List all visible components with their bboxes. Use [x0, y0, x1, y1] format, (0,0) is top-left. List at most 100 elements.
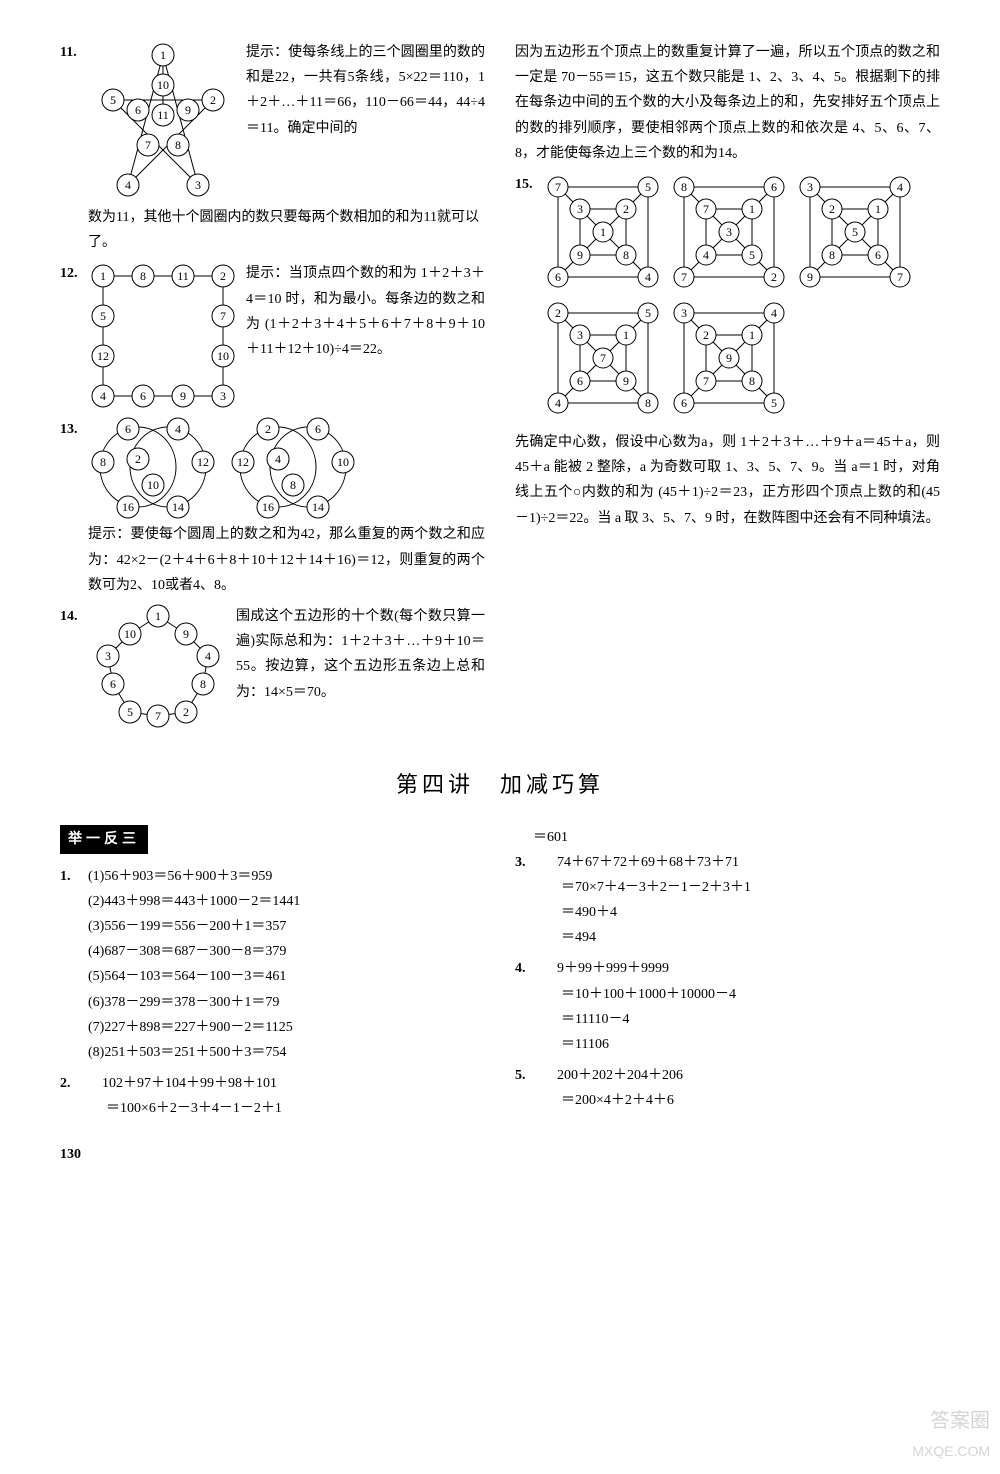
- svg-text:3: 3: [220, 389, 226, 403]
- svg-text:1: 1: [600, 225, 606, 239]
- svg-text:7: 7: [703, 374, 709, 388]
- calc-line: (2)443＋998＝443＋1000－2＝1441: [88, 889, 485, 914]
- svg-text:8: 8: [175, 138, 181, 152]
- svg-text:4: 4: [175, 422, 181, 436]
- svg-text:1: 1: [875, 202, 881, 216]
- svg-text:4: 4: [555, 396, 561, 410]
- svg-text:6: 6: [315, 422, 321, 436]
- q14-side: 围成这个五边形的十个数(每个数只算一遍)实际总和为：1＋2＋3＋…＋9＋10＝5…: [236, 604, 485, 705]
- q15-grid: 349721865: [795, 172, 915, 292]
- q14: 14. 11093468572 围成这个五边形的十个数(每个数只算一遍)实际总和…: [60, 604, 485, 729]
- svg-text:3: 3: [577, 202, 583, 216]
- q15-grid: 346521789: [669, 298, 789, 418]
- q13-rest: 提示：要使每个圆周上的数之和为42，那么重复的两个数之和应为：42×2－(2＋4…: [88, 522, 485, 598]
- left-column: 11. 1105611927843 提示：使每条线上的三个圆圈里的数的和是22，…: [60, 40, 485, 735]
- svg-text:1: 1: [623, 328, 629, 342]
- page-number: 130: [60, 1142, 485, 1167]
- svg-text:14: 14: [172, 500, 184, 514]
- svg-text:1: 1: [749, 202, 755, 216]
- svg-text:2: 2: [183, 705, 189, 719]
- p2: 2. 102＋97＋104＋99＋98＋101 ＝100×6＋2－3＋4－1－2…: [60, 1071, 485, 1121]
- q13-d2: 261241081614: [228, 417, 358, 522]
- svg-text:10: 10: [124, 627, 136, 641]
- svg-text:6: 6: [110, 677, 116, 691]
- calc-line: ＝11110－4: [561, 1007, 940, 1032]
- svg-text:2: 2: [220, 269, 226, 283]
- q12-num: 12.: [60, 261, 88, 411]
- svg-text:5: 5: [852, 225, 858, 239]
- svg-text:10: 10: [147, 478, 159, 492]
- q12: 12. 181125712104693 提示：当顶点四个数的和为 1＋2＋3＋4…: [60, 261, 485, 411]
- calc-line: (5)564－103＝564－100－3＝461: [88, 964, 485, 989]
- svg-text:9: 9: [183, 627, 189, 641]
- wm-b: MXQE.COM: [912, 1439, 990, 1464]
- svg-text:9: 9: [577, 248, 583, 262]
- svg-text:4: 4: [125, 178, 131, 192]
- svg-text:3: 3: [807, 180, 813, 194]
- q15-grid: 756432981: [543, 172, 663, 292]
- p5-first: 200＋202＋204＋206: [543, 1063, 940, 1088]
- svg-text:6: 6: [140, 389, 146, 403]
- bottom-columns: 举一反三 1. (1)56＋903＝56＋900＋3＝959(2)443＋998…: [60, 825, 940, 1167]
- q13-num: 13.: [60, 417, 88, 598]
- q15-num: 15.: [515, 172, 543, 424]
- svg-text:6: 6: [135, 103, 141, 117]
- p3-first: 74＋67＋72＋69＋68＋73＋71: [543, 850, 940, 875]
- svg-text:3: 3: [726, 225, 732, 239]
- calc-line: (7)227＋898＝227＋900－2＝1125: [88, 1015, 485, 1040]
- svg-text:6: 6: [125, 422, 131, 436]
- svg-text:3: 3: [105, 649, 111, 663]
- calc-line: (8)251＋503＝251＋500＋3＝754: [88, 1040, 485, 1065]
- svg-text:2: 2: [135, 452, 141, 466]
- svg-text:8: 8: [829, 248, 835, 262]
- svg-text:4: 4: [275, 452, 281, 466]
- svg-text:5: 5: [645, 180, 651, 194]
- svg-text:6: 6: [681, 396, 687, 410]
- q11-diagram: 1105611927843: [88, 40, 238, 205]
- svg-text:12: 12: [97, 349, 109, 363]
- svg-text:2: 2: [829, 202, 835, 216]
- svg-text:5: 5: [110, 93, 116, 107]
- calc-line: ＝490＋4: [561, 900, 940, 925]
- svg-text:11: 11: [157, 108, 169, 122]
- q14-num: 14.: [60, 604, 88, 729]
- svg-text:6: 6: [771, 180, 777, 194]
- p4-num: 4.: [515, 956, 543, 1057]
- svg-text:7: 7: [600, 351, 606, 365]
- svg-text:5: 5: [645, 306, 651, 320]
- bottom-left: 举一反三 1. (1)56＋903＝56＋900＋3＝959(2)443＋998…: [60, 825, 485, 1167]
- svg-text:9: 9: [623, 374, 629, 388]
- q11: 11. 1105611927843 提示：使每条线上的三个圆圈里的数的和是22，…: [60, 40, 485, 255]
- svg-text:11: 11: [177, 269, 189, 283]
- svg-text:7: 7: [555, 180, 561, 194]
- svg-text:1: 1: [160, 48, 166, 62]
- svg-text:8: 8: [623, 248, 629, 262]
- svg-text:1: 1: [100, 269, 106, 283]
- svg-text:3: 3: [681, 306, 687, 320]
- svg-text:9: 9: [180, 389, 186, 403]
- q15: 15. 756432981867271453349721865 25483169…: [515, 172, 940, 424]
- svg-text:2: 2: [623, 202, 629, 216]
- p1: 1. (1)56＋903＝56＋900＋3＝959(2)443＋998＝443＋…: [60, 864, 485, 1066]
- p2r: ＝601: [515, 825, 940, 850]
- calc-line: ＝100×6＋2－3＋4－1－2＋1: [106, 1096, 485, 1121]
- q14-diagram: 11093468572: [88, 604, 228, 729]
- q12-side: 提示：当顶点四个数的和为 1＋2＋3＋4＝10 时，和为最小。每条边的数之和为 …: [246, 261, 485, 362]
- tag: 举一反三: [60, 825, 148, 854]
- svg-text:9: 9: [726, 351, 732, 365]
- calc-line: (4)687－308＝687－300－8＝379: [88, 939, 485, 964]
- svg-text:4: 4: [100, 389, 106, 403]
- svg-text:8: 8: [140, 269, 146, 283]
- svg-text:12: 12: [237, 455, 249, 469]
- right-top-text: 因为五边形五个顶点上的数重复计算了一遍，所以五个顶点的数之和一定是 70－55＝…: [515, 40, 940, 166]
- calc-line: ＝10＋100＋1000＋10000－4: [561, 982, 940, 1007]
- svg-text:9: 9: [807, 270, 813, 284]
- right-column: 因为五边形五个顶点上的数重复计算了一遍，所以五个顶点的数之和一定是 70－55＝…: [515, 40, 940, 735]
- p2-num: 2.: [60, 1071, 88, 1121]
- calc-line: (6)378－299＝378－300＋1＝79: [88, 990, 485, 1015]
- svg-text:5: 5: [100, 309, 106, 323]
- svg-text:4: 4: [897, 180, 903, 194]
- svg-text:7: 7: [155, 709, 161, 723]
- svg-text:1: 1: [155, 609, 161, 623]
- p4: 4. 9＋99＋999＋9999 ＝10＋100＋1000＋10000－4＝11…: [515, 956, 940, 1057]
